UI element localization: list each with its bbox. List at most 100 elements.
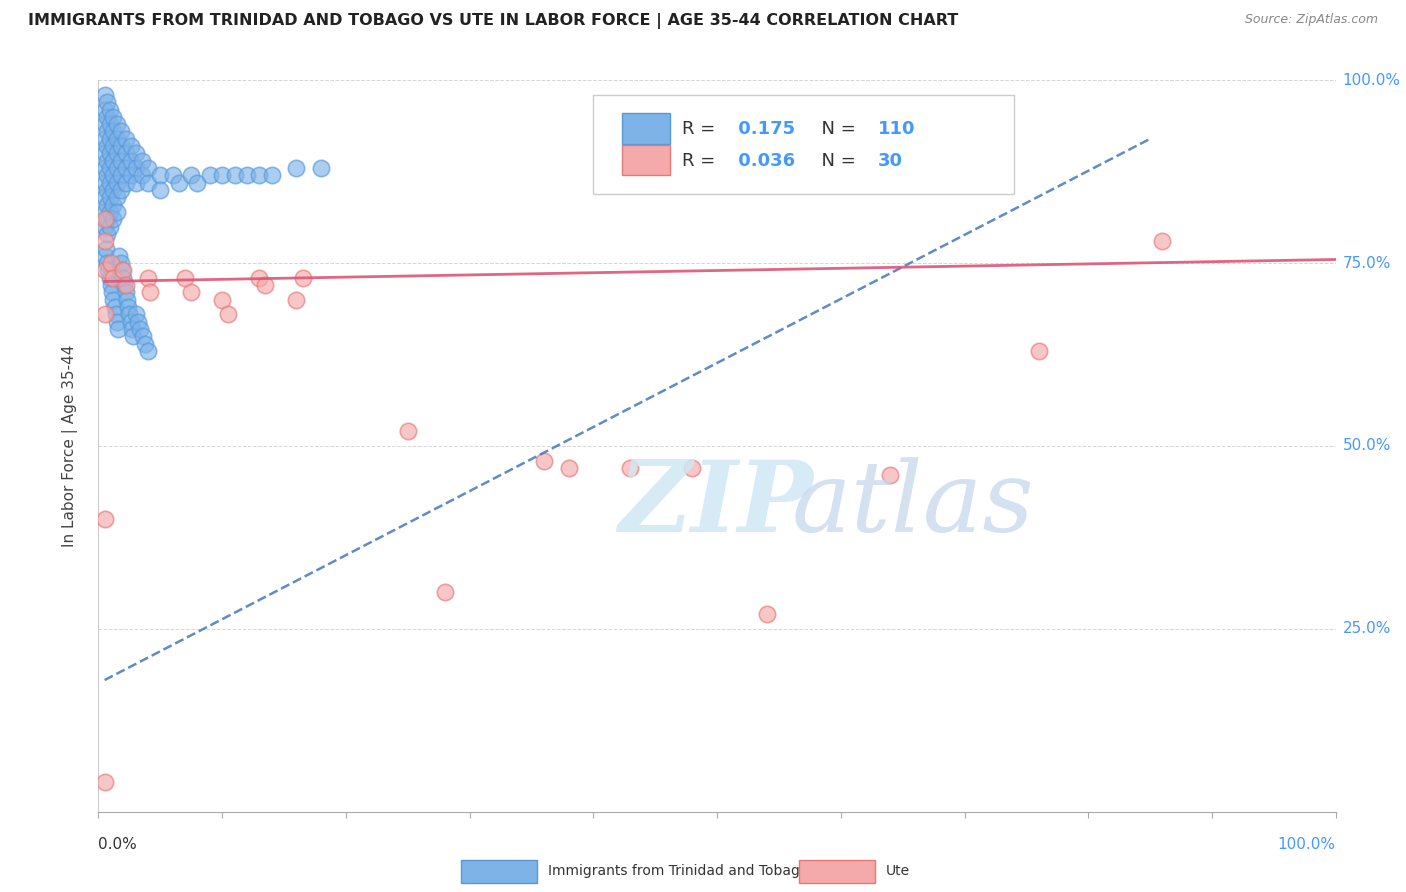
- Y-axis label: In Labor Force | Age 35-44: In Labor Force | Age 35-44: [62, 345, 77, 547]
- Point: [107, 322, 129, 336]
- Point: [103, 270, 125, 285]
- Point: [103, 293, 125, 307]
- Point: [114, 132, 136, 146]
- Point: [291, 270, 314, 285]
- FancyBboxPatch shape: [621, 113, 671, 144]
- Point: [98, 190, 121, 204]
- Text: N =: N =: [810, 120, 862, 137]
- Point: [100, 256, 122, 270]
- Point: [120, 315, 142, 329]
- Point: [96, 256, 118, 270]
- Point: [174, 270, 197, 285]
- Point: [108, 249, 131, 263]
- Point: [93, 263, 115, 277]
- Point: [114, 278, 136, 293]
- Text: Ute: Ute: [886, 864, 910, 879]
- Point: [93, 234, 115, 248]
- Text: 110: 110: [877, 120, 915, 137]
- Point: [105, 132, 128, 146]
- Point: [103, 197, 125, 211]
- Point: [96, 212, 118, 227]
- FancyBboxPatch shape: [621, 145, 671, 176]
- Point: [124, 146, 146, 161]
- Point: [134, 336, 156, 351]
- Point: [114, 146, 136, 161]
- Point: [755, 607, 778, 622]
- FancyBboxPatch shape: [593, 95, 1014, 194]
- Point: [136, 270, 159, 285]
- Point: [105, 117, 128, 131]
- Point: [93, 512, 115, 526]
- Point: [93, 249, 115, 263]
- Point: [103, 153, 125, 168]
- Point: [124, 176, 146, 190]
- Point: [98, 117, 121, 131]
- Text: N =: N =: [810, 152, 862, 169]
- Point: [217, 307, 239, 321]
- Point: [260, 169, 283, 183]
- Point: [396, 425, 419, 439]
- Point: [120, 169, 142, 183]
- Point: [112, 270, 135, 285]
- Point: [105, 146, 128, 161]
- Point: [105, 205, 128, 219]
- Point: [96, 139, 118, 153]
- Point: [96, 169, 118, 183]
- Point: [132, 329, 155, 343]
- Point: [96, 95, 118, 110]
- Point: [98, 176, 121, 190]
- Text: IMMIGRANTS FROM TRINIDAD AND TOBAGO VS UTE IN LABOR FORCE | AGE 35-44 CORRELATIO: IMMIGRANTS FROM TRINIDAD AND TOBAGO VS U…: [28, 13, 959, 29]
- Point: [93, 87, 115, 102]
- Point: [1028, 343, 1050, 358]
- Point: [110, 124, 132, 138]
- Point: [93, 103, 115, 117]
- Point: [254, 278, 277, 293]
- Point: [557, 461, 579, 475]
- Point: [247, 270, 270, 285]
- Point: [97, 263, 120, 277]
- Point: [110, 139, 132, 153]
- Point: [236, 169, 259, 183]
- Point: [131, 153, 153, 168]
- Point: [118, 307, 141, 321]
- Point: [112, 263, 135, 277]
- Point: [1152, 234, 1174, 248]
- Point: [124, 307, 146, 321]
- Point: [96, 153, 118, 168]
- Text: 100.0%: 100.0%: [1278, 837, 1336, 852]
- Text: R =: R =: [682, 120, 721, 137]
- Point: [309, 161, 332, 175]
- Point: [104, 307, 127, 321]
- Point: [112, 278, 135, 293]
- Point: [93, 176, 115, 190]
- Point: [114, 161, 136, 175]
- Point: [186, 176, 208, 190]
- Text: 0.175: 0.175: [733, 120, 794, 137]
- Text: 30: 30: [877, 152, 903, 169]
- Point: [224, 169, 246, 183]
- Point: [136, 161, 159, 175]
- Point: [98, 270, 121, 285]
- Point: [879, 468, 901, 483]
- Text: 50.0%: 50.0%: [1343, 439, 1391, 453]
- Text: 100.0%: 100.0%: [1343, 73, 1400, 87]
- Point: [136, 343, 159, 358]
- Point: [96, 124, 118, 138]
- Point: [93, 132, 115, 146]
- Text: Source: ZipAtlas.com: Source: ZipAtlas.com: [1244, 13, 1378, 27]
- Text: Immigrants from Trinidad and Tobago: Immigrants from Trinidad and Tobago: [548, 864, 808, 879]
- Point: [136, 176, 159, 190]
- Point: [681, 461, 703, 475]
- Point: [211, 293, 233, 307]
- Point: [167, 176, 190, 190]
- Point: [198, 169, 221, 183]
- Point: [149, 183, 172, 197]
- Point: [533, 453, 555, 467]
- Point: [101, 285, 124, 300]
- Point: [98, 161, 121, 175]
- Text: atlas: atlas: [792, 457, 1033, 552]
- Point: [111, 263, 134, 277]
- Point: [117, 300, 139, 314]
- Point: [103, 212, 125, 227]
- Text: 75.0%: 75.0%: [1343, 256, 1391, 270]
